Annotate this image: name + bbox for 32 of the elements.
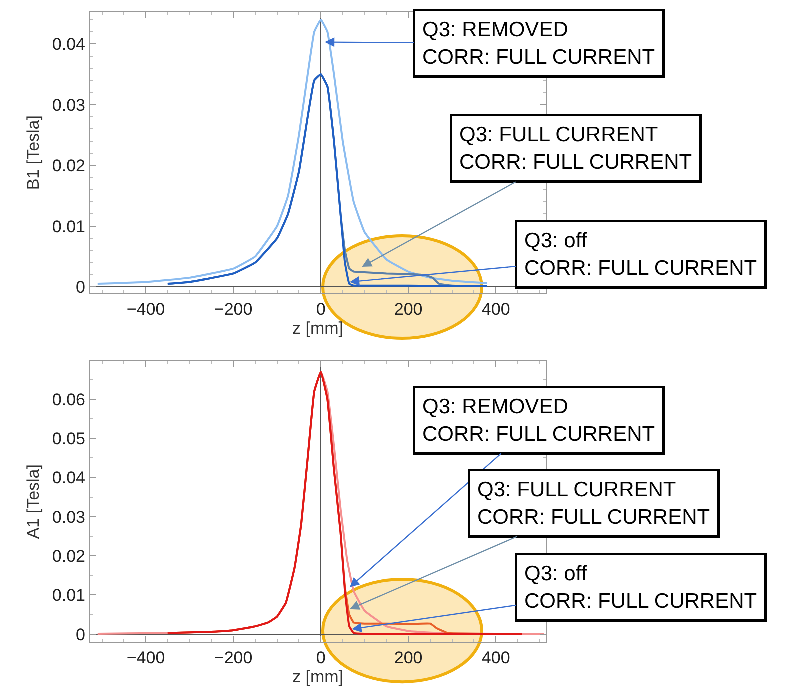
x-tick-label: −400 (126, 300, 166, 320)
y-axis-title: B1 [Tesla] (24, 116, 43, 190)
y-tick-label: 0.06 (52, 390, 86, 410)
annotation: Q3: REMOVED CORR: FULL CURRENT (422, 18, 656, 69)
x-tick-label: 200 (394, 648, 423, 668)
annotation: Q3: FULL CURRENT CORR: FULL CURRENT (478, 478, 710, 529)
annotation: Q3: off CORR: FULL CURRENT (524, 562, 758, 613)
x-tick-label: 400 (482, 648, 510, 668)
y-tick-label: 0 (76, 625, 86, 644)
x-tick-label: −400 (126, 648, 166, 668)
annotation: Q3: off CORR: FULL CURRENT (524, 230, 758, 280)
y-tick-label: 0.04 (52, 468, 86, 488)
y-tick-label: 0.03 (52, 96, 86, 115)
x-tick-label: −200 (214, 648, 253, 668)
y-axis-title: A1 [Tesla] (24, 464, 43, 540)
y-tick-label: 0.01 (52, 586, 86, 606)
x-axis-title: z [mm] (292, 319, 344, 338)
x-tick-label: 400 (482, 300, 510, 320)
y-tick-label: 0.05 (52, 430, 86, 449)
y-tick-label: 0.02 (52, 156, 86, 176)
annotation: Q3: REMOVED CORR: FULL CURRENT (422, 396, 656, 446)
y-tick-label: 0.01 (52, 217, 86, 236)
y-tick-label: 0 (76, 278, 86, 298)
x-tick-label: 0 (316, 300, 326, 320)
x-tick-label: 0 (316, 648, 326, 668)
y-tick-label: 0.03 (52, 508, 86, 527)
x-tick-label: −200 (214, 300, 253, 320)
x-axis-title: z [mm] (292, 668, 344, 687)
x-tick-label: 200 (394, 300, 423, 320)
y-tick-label: 0.04 (52, 35, 86, 54)
annotation: Q3: FULL CURRENT CORR: FULL CURRENT (460, 124, 692, 174)
y-tick-label: 0.02 (52, 547, 86, 566)
